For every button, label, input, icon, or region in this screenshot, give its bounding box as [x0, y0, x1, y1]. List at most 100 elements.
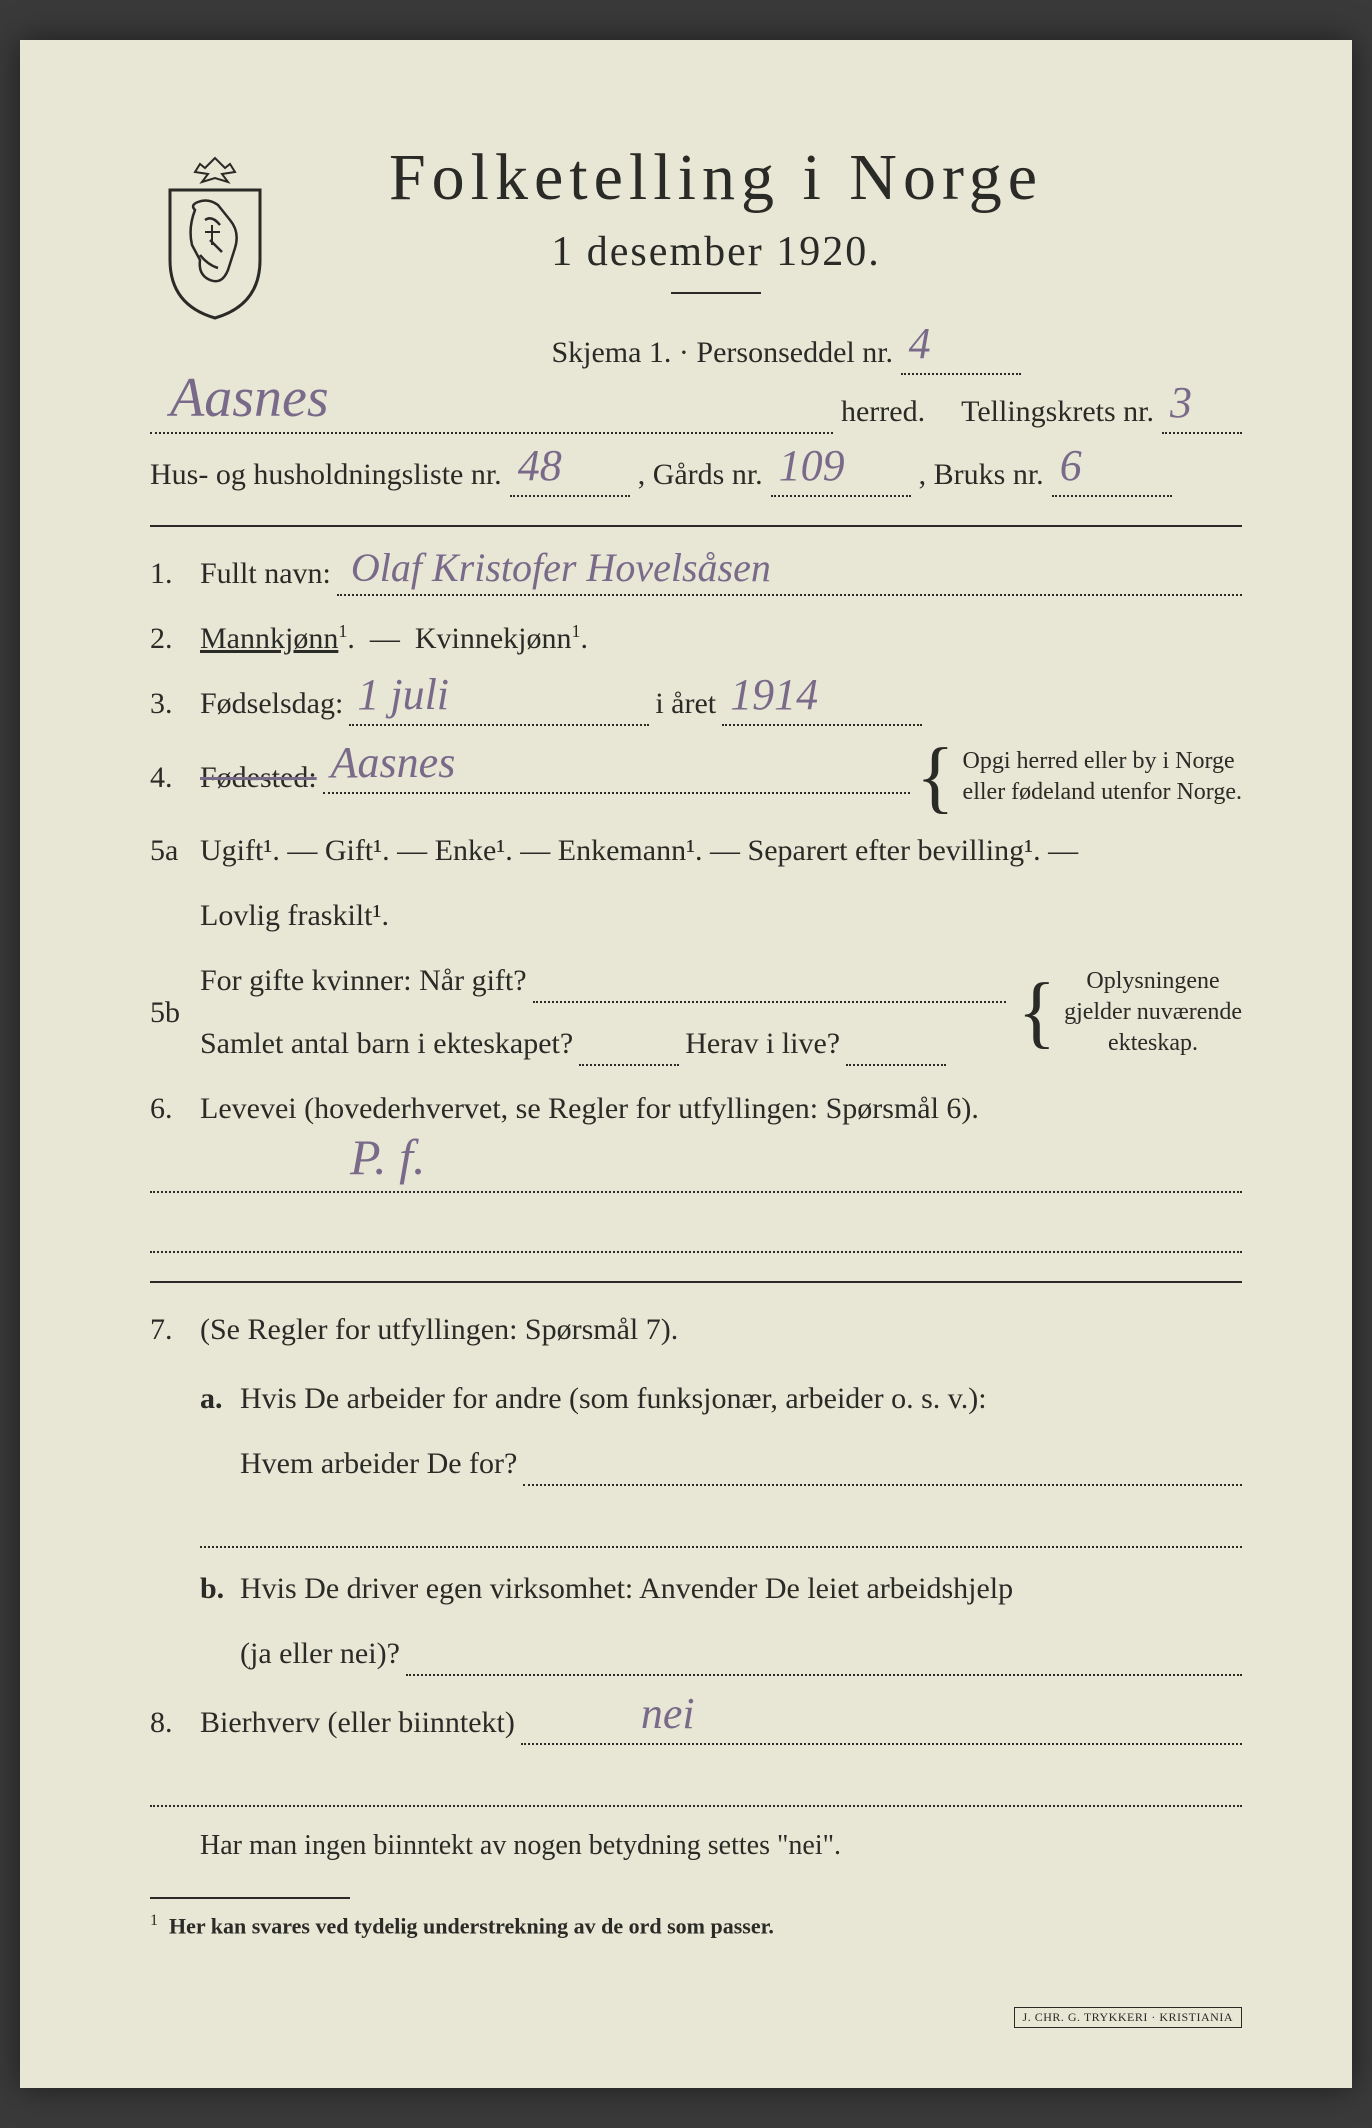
q7a-line2	[200, 1506, 1242, 1548]
q6-value: P. f.	[350, 1120, 426, 1195]
q4-note-b: eller fødeland utenfor Norge.	[963, 779, 1242, 805]
husliste-label: Hus- og husholdningsliste nr.	[150, 452, 502, 497]
q2-row: 2. Mannkjønn1. — Kvinnekjønn1.	[150, 616, 1242, 661]
q7b-text: Hvis De driver egen virksomhet: Anvender…	[240, 1566, 1242, 1611]
q7a-text: Hvis De arbeider for andre (som funksjon…	[240, 1376, 1242, 1421]
q4-note: { Opgi herred eller by i Norge eller fød…	[916, 746, 1242, 808]
q3-day-field: 1 juli	[349, 692, 649, 726]
herred-field: Aasnes	[150, 400, 833, 434]
q6-line1: P. f.	[150, 1151, 1242, 1193]
q8-label: Bierhverv (eller biinntekt)	[200, 1700, 515, 1745]
q5a-opts: Ugift¹. — Gift¹. — Enke¹. — Enkemann¹. —…	[200, 828, 1242, 873]
krets-field: 3	[1162, 400, 1242, 434]
q5b-field2	[579, 1032, 679, 1066]
q5b-num: 5b	[150, 990, 200, 1035]
q7a-field	[523, 1452, 1242, 1486]
footnote-text: Her kan svares ved tydelig understreknin…	[169, 1914, 774, 1939]
q3-year-field: 1914	[722, 692, 922, 726]
q8-field: nei	[521, 1711, 1242, 1745]
q5b-note: { Oplysningene gjelder nuværende ekteska…	[1018, 966, 1242, 1060]
herred-value: Aasnes	[170, 356, 329, 440]
q4-note-a: Opgi herred eller by i Norge	[963, 748, 1235, 774]
husliste-field: 48	[510, 463, 630, 497]
personseddel-field: 4	[901, 345, 1021, 375]
personseddel-value: 4	[909, 311, 931, 377]
printer-mark: J. CHR. G. TRYKKERI · KRISTIANIA	[1014, 2007, 1242, 2028]
q4-num: 4.	[150, 755, 200, 800]
q7b-letter: b.	[200, 1566, 240, 1676]
q8-num: 8.	[150, 1700, 200, 1745]
q4-label: Fødested:	[200, 755, 317, 800]
gards-value: 109	[779, 433, 845, 499]
q3-year-label: i året	[655, 681, 716, 726]
q7-num: 7.	[150, 1307, 200, 1352]
q7-row: 7. (Se Regler for utfyllingen: Spørsmål …	[150, 1307, 1242, 1680]
q5b-note2: gjelder nuværende	[1064, 999, 1242, 1025]
main-title: Folketelling i Norge	[320, 140, 1112, 216]
q4-field: Aasnes	[323, 760, 910, 794]
q5b-field3	[846, 1032, 946, 1066]
q4-row: 4. Fødested: Aasnes { Opgi herred eller …	[150, 746, 1242, 808]
divider-2	[150, 1281, 1242, 1283]
gards-field: 109	[771, 463, 911, 497]
q7a-letter: a.	[200, 1376, 240, 1486]
crest-svg	[150, 150, 280, 320]
q1-row: 1. Fullt navn: Olaf Kristofer Hovelsåsen	[150, 551, 1242, 596]
krets-value: 3	[1170, 370, 1192, 436]
husliste-value: 48	[518, 433, 562, 499]
q3-year-value: 1914	[730, 662, 818, 728]
krets-label: Tellingskrets nr.	[961, 389, 1154, 434]
q5b-field1	[533, 969, 1006, 1003]
bruks-value: 6	[1060, 433, 1082, 499]
form-body: Skjema 1. · Personseddel nr. 4 Aasnes he…	[150, 330, 1242, 1943]
q5a-num: 5a	[150, 828, 200, 873]
q4-value: Aasnes	[331, 730, 456, 796]
q5b-row: 5b For gifte kvinner: Når gift? Samlet a…	[150, 958, 1242, 1066]
header: Folketelling i Norge 1 desember 1920.	[150, 140, 1242, 320]
q7a-text2: Hvem arbeider De for?	[240, 1441, 517, 1486]
q1-num: 1.	[150, 551, 200, 596]
census-form-page: Folketelling i Norge 1 desember 1920. Sk…	[20, 40, 1352, 2088]
coat-of-arms-icon	[150, 150, 280, 320]
husliste-row: Hus- og husholdningsliste nr. 48 , Gårds…	[150, 452, 1242, 497]
q1-label: Fullt navn:	[200, 551, 331, 596]
skjema-label: Skjema 1. · Personseddel nr.	[551, 336, 893, 369]
q2-mann: Mannkjønn	[200, 622, 338, 655]
q6-line2	[150, 1211, 1242, 1253]
q5b-label2: Samlet antal barn i ekteskapet?	[200, 1021, 573, 1066]
bruks-field: 6	[1052, 463, 1172, 497]
q5b-note1: Oplysningene	[1086, 968, 1219, 994]
q5a-opts2: Lovlig fraskilt¹.	[200, 893, 1242, 938]
q5b-label3: Herav i live?	[685, 1021, 840, 1066]
q5b-label1: For gifte kvinner: Når gift?	[200, 958, 527, 1003]
title-block: Folketelling i Norge 1 desember 1920.	[320, 140, 1242, 294]
q3-num: 3.	[150, 681, 200, 726]
footnote-num: 1	[150, 1912, 158, 1929]
q2-kvinne: Kvinnekjønn	[415, 622, 572, 655]
q8-line2	[150, 1765, 1242, 1807]
q5a-row: 5a Ugift¹. — Gift¹. — Enke¹. — Enkemann¹…	[150, 828, 1242, 938]
bruks-label: , Bruks nr.	[919, 452, 1044, 497]
q6-row: 6. Levevei (hovederhvervet, se Regler fo…	[150, 1086, 1242, 1131]
q3-row: 3. Fødselsdag: 1 juli i året 1914	[150, 681, 1242, 726]
footnote-rule	[150, 1897, 350, 1899]
divider-1	[150, 525, 1242, 527]
q1-field: Olaf Kristofer Hovelsåsen	[337, 562, 1242, 596]
subtitle: 1 desember 1920.	[320, 228, 1112, 276]
q7-label: (Se Regler for utfyllingen: Spørsmål 7).	[200, 1307, 1242, 1352]
title-rule	[671, 292, 761, 294]
q5b-note3: ekteskap.	[1108, 1030, 1198, 1056]
herred-row: Aasnes herred. Tellingskrets nr. 3	[150, 389, 1242, 434]
q8-row: 8. Bierhverv (eller biinntekt) nei	[150, 1700, 1242, 1745]
q7b-text2: (ja eller nei)?	[240, 1631, 400, 1676]
q8-value: nei	[641, 1681, 695, 1747]
gards-label: , Gårds nr.	[638, 452, 763, 497]
footer-note: Har man ingen biinntekt av nogen betydni…	[150, 1825, 1242, 1867]
q1-value: Olaf Kristofer Hovelsåsen	[351, 538, 771, 598]
herred-label: herred.	[841, 389, 925, 434]
footnote: 1 Her kan svares ved tydelig understrekn…	[150, 1909, 1242, 1942]
q2-num: 2.	[150, 616, 200, 661]
q6-num: 6.	[150, 1086, 200, 1131]
q3-label: Fødselsdag:	[200, 681, 343, 726]
q7b-field	[406, 1642, 1242, 1676]
